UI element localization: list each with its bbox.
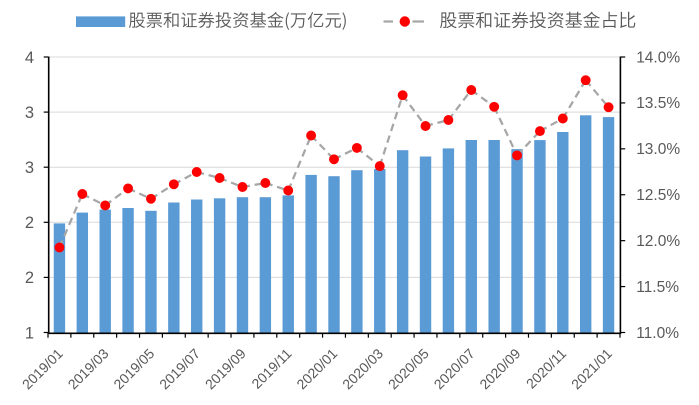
svg-text:13.0%: 13.0% — [636, 141, 680, 158]
svg-text:3: 3 — [25, 104, 34, 122]
svg-text:12.5%: 12.5% — [636, 187, 680, 204]
svg-text:13.5%: 13.5% — [636, 95, 680, 112]
svg-text:2: 2 — [25, 214, 34, 232]
svg-text:11.5%: 11.5% — [636, 279, 679, 296]
svg-text:11.0%: 11.0% — [636, 325, 679, 342]
svg-text:14.0%: 14.0% — [636, 49, 680, 66]
svg-text:4: 4 — [25, 49, 34, 67]
svg-text:1: 1 — [25, 324, 34, 342]
svg-text:12.0%: 12.0% — [636, 233, 680, 250]
svg-text:3: 3 — [25, 159, 34, 177]
svg-text:2: 2 — [25, 269, 34, 287]
